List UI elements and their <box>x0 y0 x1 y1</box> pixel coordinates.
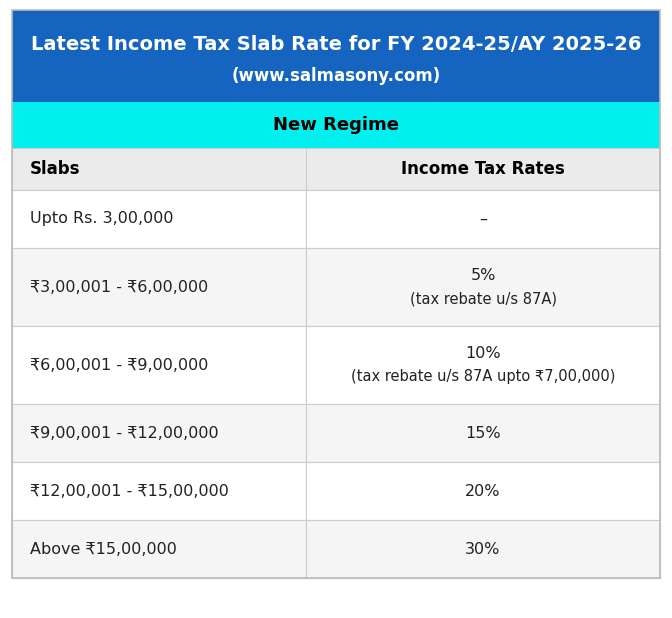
Bar <box>12 102 660 148</box>
Bar <box>12 520 306 578</box>
Bar <box>306 326 660 404</box>
Bar <box>306 190 660 248</box>
Bar <box>12 190 306 248</box>
Bar <box>12 462 306 520</box>
Text: ₹9,00,001 - ₹12,00,000: ₹9,00,001 - ₹12,00,000 <box>30 426 218 441</box>
Bar <box>306 462 660 520</box>
Bar <box>12 326 306 404</box>
Bar <box>12 10 660 102</box>
Bar <box>12 404 306 462</box>
Bar <box>306 520 660 578</box>
Text: ₹3,00,001 - ₹6,00,000: ₹3,00,001 - ₹6,00,000 <box>30 279 208 295</box>
Text: (tax rebate u/s 87A): (tax rebate u/s 87A) <box>409 291 556 306</box>
Text: 30%: 30% <box>465 541 501 556</box>
Text: Income Tax Rates: Income Tax Rates <box>401 160 565 178</box>
Text: Latest Income Tax Slab Rate for FY 2024-25/AY 2025-26: Latest Income Tax Slab Rate for FY 2024-… <box>31 35 641 54</box>
Text: ₹6,00,001 - ₹9,00,000: ₹6,00,001 - ₹9,00,000 <box>30 357 208 373</box>
Bar <box>306 248 660 326</box>
Text: 15%: 15% <box>465 426 501 441</box>
Text: 5%: 5% <box>470 268 496 283</box>
Text: 10%: 10% <box>465 346 501 361</box>
Text: New Regime: New Regime <box>273 116 399 134</box>
Bar <box>306 404 660 462</box>
Text: –: – <box>479 211 487 227</box>
Text: 20%: 20% <box>465 483 501 499</box>
Text: (tax rebate u/s 87A upto ₹7,00,000): (tax rebate u/s 87A upto ₹7,00,000) <box>351 369 615 384</box>
Text: Above ₹15,00,000: Above ₹15,00,000 <box>30 541 177 556</box>
Bar <box>306 148 660 190</box>
Bar <box>12 248 306 326</box>
Text: Upto Rs. 3,00,000: Upto Rs. 3,00,000 <box>30 211 173 227</box>
Bar <box>12 148 306 190</box>
Text: Slabs: Slabs <box>30 160 81 178</box>
Text: ₹12,00,001 - ₹15,00,000: ₹12,00,001 - ₹15,00,000 <box>30 483 229 499</box>
Text: (www.salmasony.com): (www.salmasony.com) <box>231 67 441 85</box>
